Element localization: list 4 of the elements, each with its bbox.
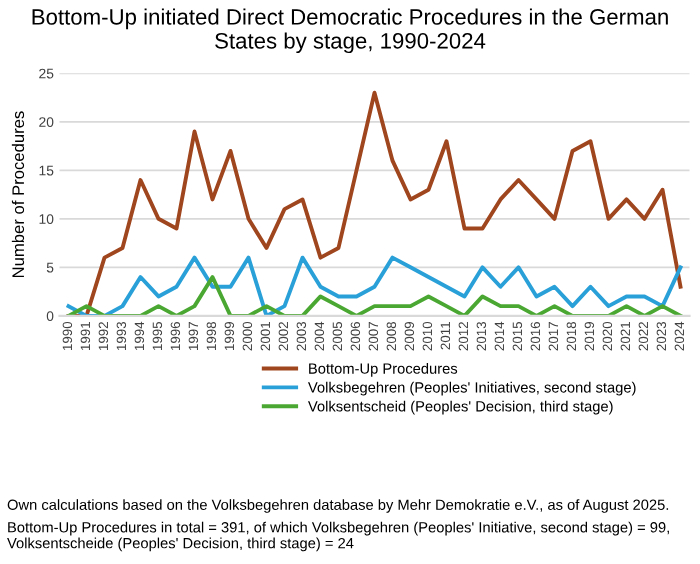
chart-title: Bottom-Up initiated Direct Democratic Procedures in the German States by stage, 1990-2024 [32, 8, 668, 54]
line-series [66, 275, 683, 316]
line-series [66, 255, 683, 316]
y-axis-title: Number of Procedures [11, 111, 25, 278]
